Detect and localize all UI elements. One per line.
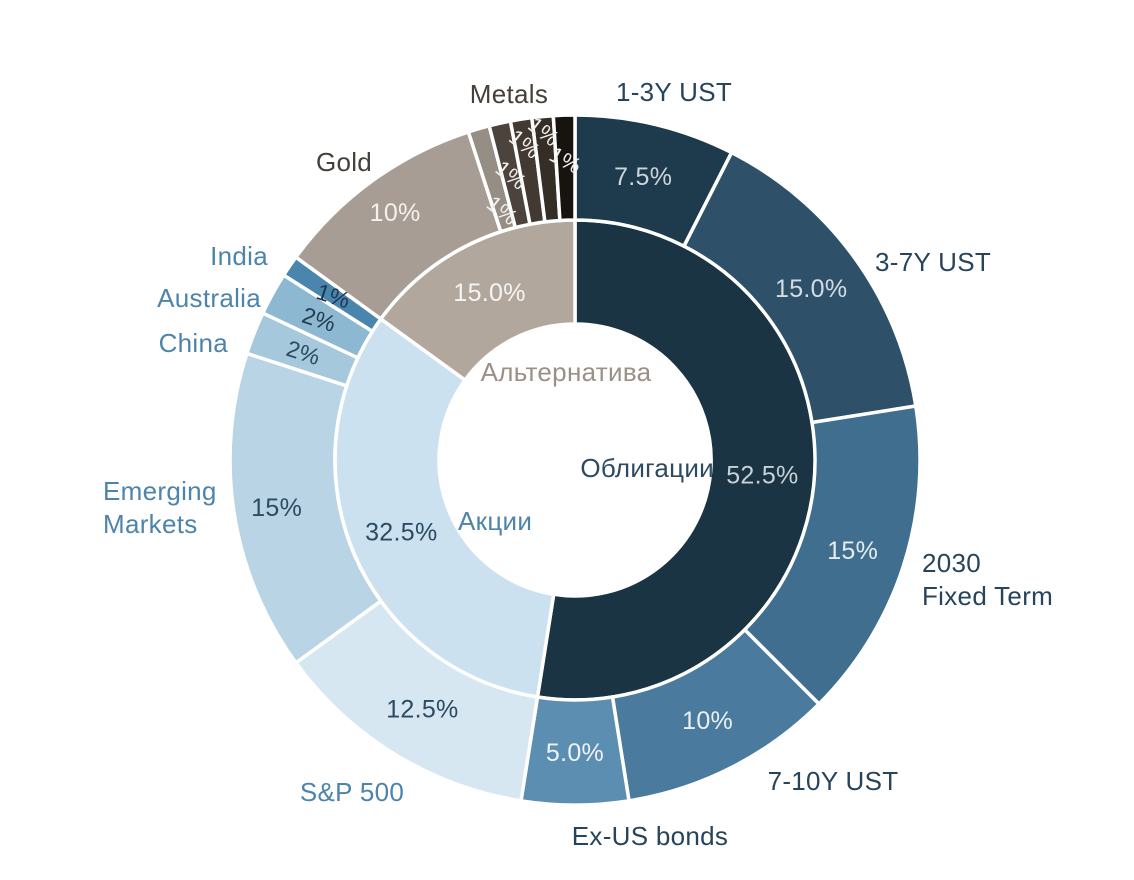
metals-group-label: Metals: [470, 79, 548, 109]
value-bonds: 52.5%: [726, 462, 798, 490]
slice-metals-5: [551, 113, 577, 223]
label-equities: Акции: [458, 506, 532, 536]
label-emerging-markets: Emerging Markets: [103, 476, 217, 539]
label-bonds: Облигации: [580, 453, 714, 483]
value-term-2030: 15%: [827, 537, 878, 565]
label-india: India: [210, 241, 268, 271]
label-ex-us-bonds: Ex-US bonds: [572, 821, 728, 851]
label-china: China: [159, 328, 229, 358]
value-ex-us-bonds: 5.0%: [546, 739, 604, 767]
value-alternative: 15.0%: [453, 279, 525, 307]
value-gold: 10%: [370, 199, 421, 227]
label-ust-3-7y: 3-7Y UST: [875, 247, 991, 277]
label-australia: Australia: [157, 283, 261, 313]
value-ust-1-3y: 7.5%: [614, 163, 672, 191]
value-emerging-markets: 15%: [251, 494, 302, 522]
value-ust-7-10y: 10%: [682, 707, 733, 735]
label-ust-1-3y: 1-3Y UST: [616, 77, 732, 107]
label-gold: Gold: [316, 147, 372, 177]
value-sp-500: 12.5%: [386, 696, 458, 724]
label-alternative: Альтернатива: [481, 357, 652, 387]
label-sp-500: S&P 500: [300, 777, 404, 807]
value-equities: 32.5%: [365, 519, 437, 547]
label-ust-7-10y: 7-10Y UST: [768, 766, 899, 796]
value-ust-3-7y: 15.0%: [775, 275, 847, 303]
label-term-2030: 2030 Fixed Term: [922, 548, 1053, 611]
